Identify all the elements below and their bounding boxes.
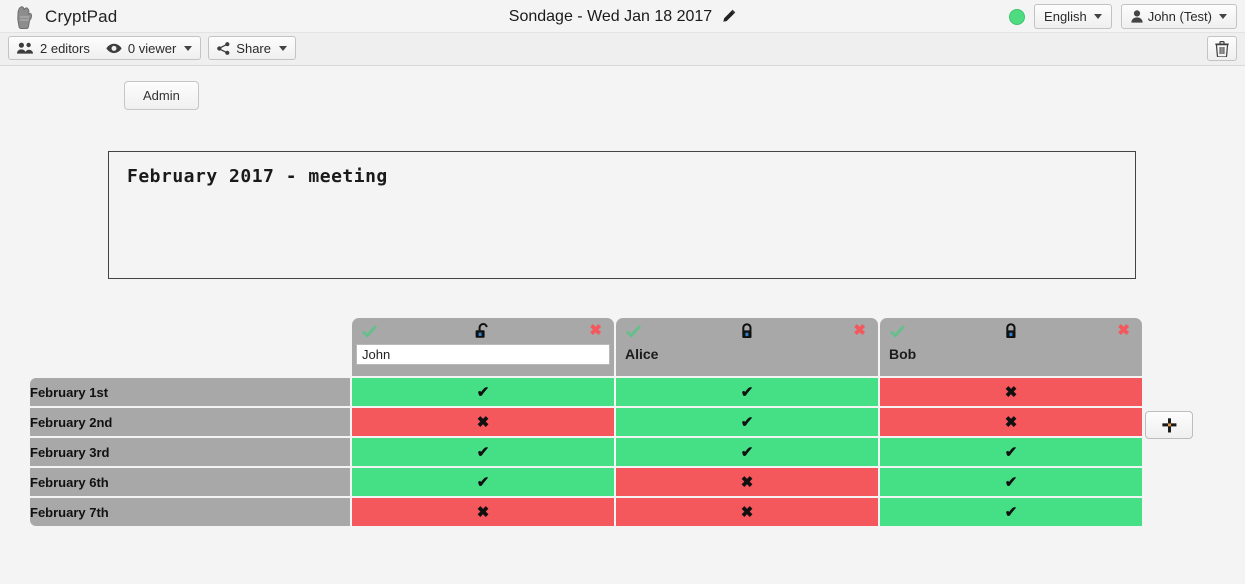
column-header-icons: ✖ xyxy=(352,322,614,342)
table-row: February 2nd ✖ ✔ ✖ xyxy=(30,408,1142,436)
trash-icon xyxy=(1215,40,1229,57)
vote-cell[interactable]: ✔ xyxy=(880,468,1142,496)
check-icon[interactable] xyxy=(625,324,642,341)
vote-cell[interactable]: ✖ xyxy=(352,408,614,436)
share-label: Share xyxy=(236,40,271,56)
poll-row-label: February 2nd xyxy=(30,408,350,436)
chevron-down-icon xyxy=(1093,14,1102,19)
poll-row-label: February 1st xyxy=(30,378,350,406)
check-icon[interactable] xyxy=(889,324,906,341)
table-row: February 1st ✔ ✔ ✖ xyxy=(30,378,1142,406)
poll-row-label: February 3rd xyxy=(30,438,350,466)
chevron-down-icon xyxy=(1219,14,1227,19)
poll-row-label: February 7th xyxy=(30,498,350,526)
page-title: Sondage - Wed Jan 18 2017 xyxy=(508,7,713,25)
plus-icon xyxy=(1161,417,1176,432)
share-button[interactable]: Share xyxy=(208,36,296,60)
pencil-icon[interactable] xyxy=(721,9,736,24)
admin-button[interactable]: Admin xyxy=(124,81,199,110)
top-toolbar: CryptPad Sondage - Wed Jan 18 2017 Engli… xyxy=(0,0,1245,33)
chevron-down-icon xyxy=(184,45,193,51)
lock-icon[interactable] xyxy=(1002,322,1020,344)
delete-pad-button[interactable] xyxy=(1207,36,1237,61)
vote-cell[interactable]: ✖ xyxy=(880,408,1142,436)
editors-count-label: 2 editors xyxy=(40,40,90,56)
close-icon[interactable]: ✖ xyxy=(589,322,602,339)
poll-corner-cell xyxy=(30,318,350,376)
poll-description-box[interactable]: February 2017 - meeting xyxy=(108,151,1136,279)
user-label: John (Test) xyxy=(1147,9,1212,24)
vote-cell[interactable]: ✔ xyxy=(880,498,1142,526)
vote-cell[interactable]: ✖ xyxy=(616,498,878,526)
column-name-label-alice: Alice xyxy=(625,346,659,362)
user-icon xyxy=(1131,10,1143,23)
page-body: Admin February 2017 - meeting xyxy=(0,66,1245,584)
vote-cell[interactable]: ✖ xyxy=(352,498,614,526)
toolbar-right-group: English John (Test) xyxy=(1009,4,1237,29)
editors-viewers-button[interactable]: 2 editors 0 viewer xyxy=(8,36,202,60)
add-column-button[interactable] xyxy=(1145,411,1193,439)
poll-header-row: ✖ xyxy=(30,318,1142,376)
vote-cell[interactable]: ✔ xyxy=(352,468,614,496)
share-icon xyxy=(217,41,230,55)
brand-name: CryptPad xyxy=(45,7,118,26)
vote-cell[interactable]: ✔ xyxy=(352,378,614,406)
vote-cell[interactable]: ✔ xyxy=(616,438,878,466)
column-header-icons: ✖ xyxy=(616,322,878,342)
poll-column-header-bob: ✖ Bob xyxy=(880,318,1142,376)
vote-cell[interactable]: ✖ xyxy=(880,378,1142,406)
poll-table-body: February 1st ✔ ✔ ✖ February 2nd ✖ ✔ ✖ Fe… xyxy=(30,378,1142,526)
table-row: February 6th ✔ ✖ ✔ xyxy=(30,468,1142,496)
vote-cell[interactable]: ✔ xyxy=(352,438,614,466)
chevron-down-icon xyxy=(279,45,287,51)
column-name-input-john[interactable] xyxy=(356,344,610,365)
language-label: English xyxy=(1044,9,1087,24)
poll-row-label: February 6th xyxy=(30,468,350,496)
vote-cell[interactable]: ✔ xyxy=(880,438,1142,466)
collaborators-group: 2 editors 0 viewer Share xyxy=(8,36,296,60)
vote-cell[interactable]: ✖ xyxy=(616,468,878,496)
sub-toolbar: 2 editors 0 viewer Share xyxy=(0,33,1245,66)
poll-table-wrapper: ✖ xyxy=(28,316,1193,528)
column-header-icons: ✖ xyxy=(880,322,1142,342)
cryptpad-fist-logo-icon xyxy=(17,6,33,29)
poll-table-head: ✖ xyxy=(30,318,1142,376)
table-row: February 7th ✖ ✖ ✔ xyxy=(30,498,1142,526)
brand: CryptPad xyxy=(12,2,117,32)
table-row: February 3rd ✔ ✔ ✔ xyxy=(30,438,1142,466)
lock-icon[interactable] xyxy=(738,322,756,344)
vote-cell[interactable]: ✔ xyxy=(616,378,878,406)
poll-column-header-alice: ✖ Alice xyxy=(616,318,878,376)
connection-status-indicator xyxy=(1009,8,1026,25)
check-icon[interactable] xyxy=(361,324,378,341)
vote-cell[interactable]: ✔ xyxy=(616,408,878,436)
poll-description-text: February 2017 - meeting xyxy=(127,166,388,187)
poll-column-header-john: ✖ xyxy=(352,318,614,376)
eye-icon xyxy=(106,43,122,53)
language-select[interactable]: English xyxy=(1034,4,1112,29)
close-icon[interactable]: ✖ xyxy=(853,322,866,339)
close-icon[interactable]: ✖ xyxy=(1117,322,1130,339)
viewers-count-label: 0 viewer xyxy=(127,40,177,56)
user-menu-button[interactable]: John (Test) xyxy=(1120,4,1237,29)
unlock-icon[interactable] xyxy=(474,322,492,344)
column-name-label-bob: Bob xyxy=(889,346,917,362)
users-icon xyxy=(17,42,33,54)
poll-table: ✖ xyxy=(28,316,1144,528)
